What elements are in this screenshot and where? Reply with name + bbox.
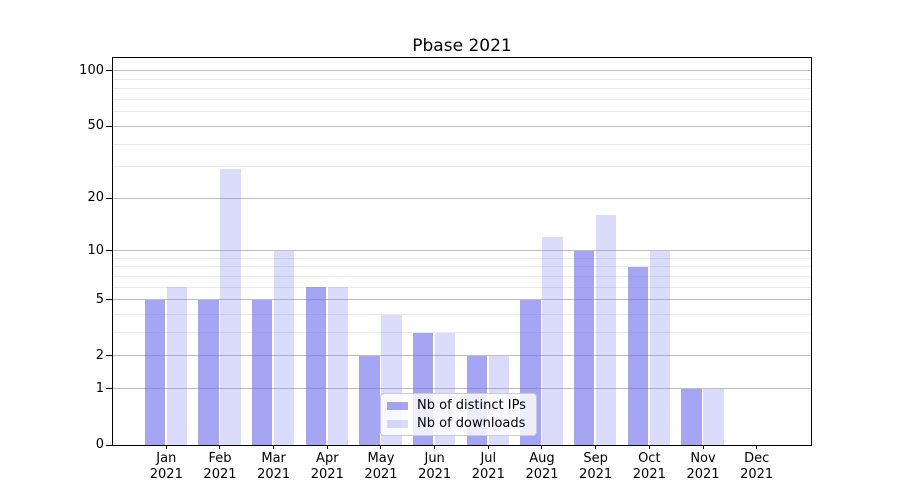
y-axis-tick-label: 2 (95, 347, 104, 363)
y-axis-tick (106, 444, 112, 446)
bar-downloads (649, 250, 671, 445)
x-axis-tick (273, 445, 275, 449)
grid-major-line (113, 197, 811, 199)
legend-swatch-downloads-icon (387, 419, 408, 428)
chart-title: Pbase 2021 (412, 36, 512, 56)
y-axis-tick-label: 20 (87, 190, 104, 206)
x-axis-tick (487, 445, 489, 449)
grid-minor-line (113, 275, 811, 277)
grid-major-line (113, 250, 811, 252)
grid-minor-line (113, 143, 811, 145)
x-axis-tick-label: Feb 2021 (203, 451, 237, 482)
x-axis-tick-label: Mar 2021 (257, 451, 291, 482)
x-axis-tick-label: Nov 2021 (686, 451, 720, 482)
x-axis-tick-label: Oct 2021 (632, 451, 666, 482)
x-axis-tick-label: May 2021 (364, 451, 398, 482)
legend: Nb of distinct IPs Nb of downloads (380, 393, 537, 436)
legend-label-downloads: Nb of downloads (417, 416, 526, 431)
grid-minor-line (113, 78, 811, 80)
x-axis-tick (595, 445, 597, 449)
y-axis-tick (106, 250, 112, 252)
x-axis-tick (756, 445, 758, 449)
x-axis-tick-label: Jun 2021 (418, 451, 452, 482)
bar-distinct-ips (627, 266, 649, 445)
y-axis-tick (106, 355, 112, 357)
x-axis-tick (648, 445, 650, 449)
y-axis-tick (106, 197, 112, 199)
x-axis-tick-label: Dec 2021 (740, 451, 774, 482)
y-axis-tick (106, 388, 112, 390)
grid-major-line (113, 388, 811, 390)
x-axis-tick-label: Apr 2021 (310, 451, 344, 482)
plot-area: Nb of distinct IPs Nb of downloads (112, 57, 812, 446)
x-axis-tick-label: Jan 2021 (149, 451, 183, 482)
x-axis-tick (219, 445, 221, 449)
y-axis-tick (106, 70, 112, 72)
grid-major-line (113, 125, 811, 127)
grid-minor-line (113, 266, 811, 268)
bar-distinct-ips (573, 250, 595, 445)
x-axis-tick (326, 445, 328, 449)
y-axis-tick (106, 125, 112, 127)
bar-downloads (220, 169, 241, 445)
grid-minor-line (113, 99, 811, 101)
grid-minor-line (113, 166, 811, 168)
bar-downloads (542, 237, 563, 445)
legend-entry-distinct-ips: Nb of distinct IPs (387, 398, 526, 413)
grid-major-line (113, 70, 811, 72)
y-axis-tick-label: 100 (79, 62, 104, 78)
x-axis-tick (380, 445, 382, 449)
grid-major-line (113, 355, 811, 357)
bar-downloads (273, 250, 295, 445)
grid-minor-line (113, 286, 811, 288)
bar-distinct-ips (681, 388, 702, 445)
grid-minor-line (113, 111, 811, 113)
bar-downloads (703, 388, 724, 445)
grid-minor-line (113, 88, 811, 90)
bar-distinct-ips (305, 287, 327, 445)
x-axis-tick-label: Sep 2021 (579, 451, 613, 482)
y-axis-tick-label: 50 (87, 118, 104, 134)
x-axis-tick-label: Aug 2021 (525, 451, 559, 482)
x-axis-tick (541, 445, 543, 449)
legend-label-distinct-ips: Nb of distinct IPs (417, 398, 526, 413)
y-axis-tick-label: 10 (87, 242, 104, 258)
x-axis-tick (434, 445, 436, 449)
y-axis-tick-label: 1 (95, 380, 104, 396)
grid-major-line (113, 299, 811, 301)
x-axis-tick (702, 445, 704, 449)
bar-distinct-ips (198, 299, 219, 445)
legend-swatch-distinct-ips-icon (387, 401, 408, 410)
grid-minor-line (113, 257, 811, 259)
x-axis-tick-label: Jul 2021 (471, 451, 505, 482)
bar-distinct-ips (144, 299, 166, 445)
y-axis-tick (106, 299, 112, 301)
y-axis-tick-label: 0 (95, 437, 104, 452)
grid-minor-line (113, 332, 811, 334)
bar-downloads (166, 287, 188, 445)
bar-downloads (595, 215, 617, 445)
y-axis-tick-label: 5 (95, 291, 104, 307)
x-axis-tick (165, 445, 167, 449)
grid-minor-line (113, 314, 811, 316)
bar-downloads (327, 287, 349, 445)
bar-distinct-ips (251, 299, 273, 445)
legend-entry-downloads: Nb of downloads (387, 416, 526, 431)
bar-distinct-ips (359, 355, 380, 445)
